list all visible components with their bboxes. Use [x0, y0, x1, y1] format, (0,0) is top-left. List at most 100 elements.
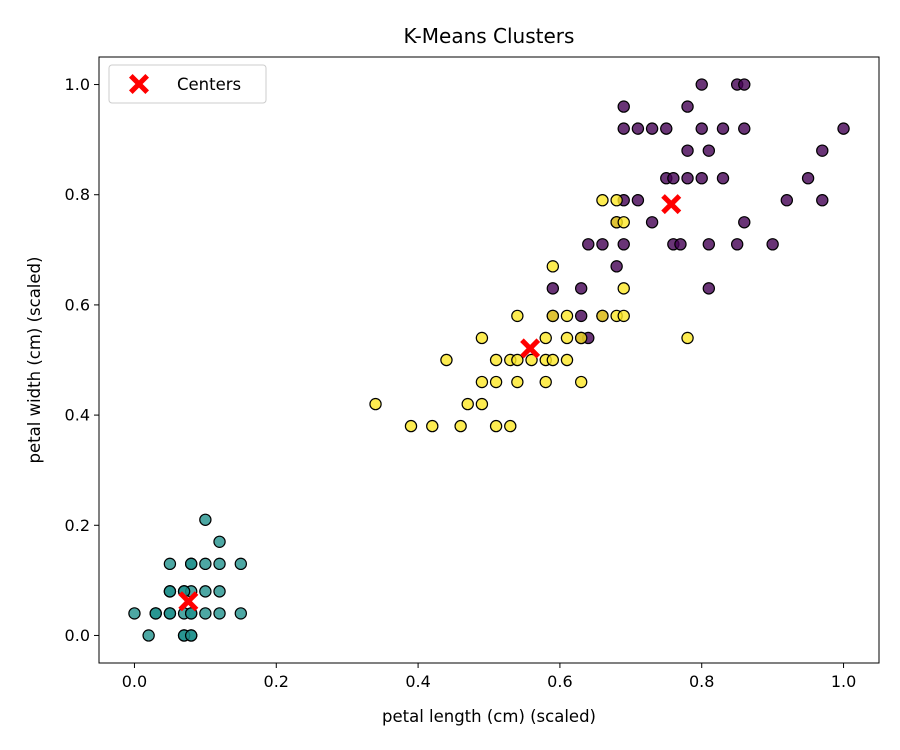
scatter-point-cluster-1: [213, 585, 226, 598]
scatter-point-cluster-0: [681, 171, 694, 185]
scatter-point-cluster-2: [546, 260, 560, 273]
scatter-point-cluster-2: [489, 419, 503, 433]
plot-frame: [98, 56, 880, 664]
scatter-point-cluster-0: [695, 78, 708, 91]
scatter-point-cluster-1: [199, 585, 212, 598]
centers-layer: [178, 194, 682, 612]
scatter-point-cluster-0: [702, 144, 716, 157]
scatter-point-cluster-0: [667, 171, 680, 185]
scatter-point-cluster-0: [816, 194, 829, 207]
x-tick-label: 0.4: [405, 672, 430, 691]
x-tick-label: 0.6: [547, 672, 572, 691]
scatter-point-cluster-1: [184, 607, 198, 620]
scatter-point-cluster-2: [546, 309, 560, 323]
y-tick-label: 0.4: [65, 406, 90, 425]
legend: Centers: [108, 64, 267, 104]
scatter-point-cluster-1: [163, 607, 177, 620]
scatter-point-cluster-0: [645, 216, 659, 229]
scatter-point-cluster-1: [163, 585, 177, 598]
scatter-point-cluster-1: [234, 607, 248, 620]
scatter-point-cluster-2: [546, 353, 560, 367]
scatter-point-cluster-2: [574, 331, 588, 345]
scatter-point-cluster-0: [837, 122, 850, 135]
scatter-point-cluster-0: [702, 238, 716, 251]
scatter-point-cluster-0: [695, 122, 708, 135]
scatter-point-cluster-0: [681, 100, 694, 113]
scatter-point-cluster-2: [404, 419, 418, 433]
scatter-point-cluster-2: [560, 353, 574, 367]
scatter-point-cluster-2: [560, 331, 574, 345]
scatter-point-cluster-2: [596, 309, 609, 323]
scatter-point-cluster-1: [199, 513, 212, 526]
scatter-point-cluster-0: [631, 122, 645, 135]
scatter-point-cluster-2: [504, 419, 517, 433]
scatter-point-cluster-0: [730, 238, 744, 251]
scatter-point-cluster-0: [660, 122, 673, 135]
scatter-point-cluster-1: [199, 557, 212, 571]
scatter-point-cluster-0: [695, 171, 708, 185]
scatter-point-cluster-1: [149, 607, 162, 620]
scatter-point-cluster-1: [234, 557, 248, 571]
scatter-point-cluster-2: [475, 375, 489, 389]
scatter-point-cluster-2: [511, 375, 524, 389]
cluster-center-0: [178, 591, 199, 612]
scatter-point-cluster-2: [596, 194, 609, 207]
cluster-center-1: [520, 338, 541, 359]
scatter-point-cluster-0: [674, 238, 687, 251]
scatter-point-cluster-0: [702, 282, 716, 295]
scatter-point-cluster-0: [617, 122, 630, 135]
scatter-point-cluster-2: [475, 331, 489, 345]
x-tick-label: 0.2: [264, 672, 289, 691]
scatter-point-cluster-2: [489, 375, 503, 389]
scatter-point-cluster-0: [617, 238, 630, 251]
y-tick-label: 0.2: [65, 516, 90, 535]
scatter-point-cluster-0: [645, 122, 659, 135]
scatter-point-cluster-0: [780, 194, 794, 207]
cluster-center-2: [661, 194, 682, 215]
legend-box: [108, 64, 267, 104]
legend-center-marker: [129, 74, 149, 94]
scatter-point-cluster-1: [199, 607, 212, 620]
scatter-point-cluster-0: [574, 309, 588, 323]
scatter-point-cluster-2: [560, 309, 574, 323]
scatter-point-cluster-2: [617, 216, 630, 229]
scatter-point-cluster-2: [617, 309, 630, 323]
scatter-point-cluster-1: [128, 607, 141, 620]
scatter-point-cluster-0: [738, 122, 751, 135]
legend-marker-centers: [129, 74, 149, 94]
scatter-point-cluster-0: [574, 282, 588, 295]
scatter-point-cluster-0: [716, 171, 730, 185]
y-tick-label: 0.6: [65, 295, 90, 314]
x-tick-label: 0.8: [689, 672, 714, 691]
scatter-point-cluster-2: [454, 419, 467, 433]
chart-title: K-Means Clusters: [404, 24, 575, 48]
y-axis-label: petal width (cm) (scaled): [25, 257, 44, 464]
y-tick-label: 0.0: [65, 626, 90, 645]
scatter-point-cluster-0: [546, 282, 560, 295]
scatter-point-cluster-2: [511, 353, 524, 367]
scatter-point-cluster-1: [184, 557, 198, 571]
legend-label-centers: Centers: [177, 75, 241, 94]
y-tick-label: 1.0: [65, 75, 90, 94]
scatter-point-cluster-1: [142, 629, 155, 642]
scatter-point-cluster-2: [574, 375, 588, 389]
scatter-point-cluster-2: [525, 353, 538, 367]
scatter-point-cluster-0: [617, 100, 630, 113]
scatter-point-cluster-2: [617, 282, 630, 295]
scatter-point-cluster-1: [163, 557, 177, 571]
scatter-point-cluster-0: [610, 260, 623, 273]
scatter-point-cluster-0: [738, 216, 751, 229]
scatter-point-cluster-2: [461, 397, 474, 411]
scatter-point-cluster-2: [539, 331, 552, 345]
scatter-point-cluster-0: [716, 122, 730, 135]
x-ticks: 0.0 0.2 0.4 0.6 0.8 1.0: [122, 663, 856, 691]
scatter-point-cluster-1: [213, 607, 226, 620]
x-axis-label: petal length (cm) (scaled): [382, 707, 596, 726]
x-tick-label: 1.0: [831, 672, 856, 691]
scatter-point-cluster-0: [738, 78, 751, 91]
scatter-point-cluster-2: [681, 331, 694, 345]
scatter-point-cluster-2: [475, 397, 489, 411]
x-tick-label: 0.0: [122, 672, 147, 691]
scatter-point-cluster-2: [511, 309, 524, 323]
scatter-point-cluster-2: [610, 194, 623, 207]
